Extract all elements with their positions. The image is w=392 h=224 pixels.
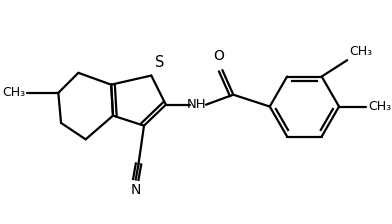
- Text: O: O: [213, 49, 224, 63]
- Text: NH: NH: [187, 98, 207, 111]
- Text: N: N: [131, 183, 141, 197]
- Text: CH₃: CH₃: [349, 45, 372, 58]
- Text: CH₃: CH₃: [2, 86, 25, 99]
- Text: CH₃: CH₃: [368, 100, 391, 113]
- Text: S: S: [155, 55, 164, 70]
